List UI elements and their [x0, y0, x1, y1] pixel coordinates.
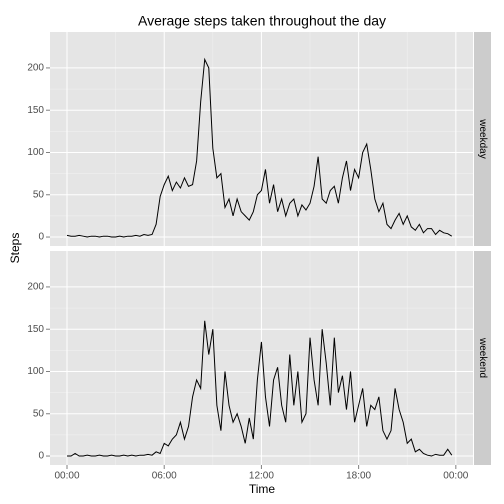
strip-background — [474, 32, 491, 246]
x-tick-label: 00:00 — [443, 471, 468, 482]
x-axis-label: Time — [249, 482, 276, 496]
x-tick-label: 00:00 — [54, 471, 79, 482]
y-tick-label: 100 — [27, 147, 44, 158]
strip-label: weekday — [477, 118, 488, 158]
y-tick-label: 50 — [33, 408, 45, 419]
x-tick-label: 18:00 — [346, 471, 371, 482]
y-tick-label: 100 — [27, 366, 44, 377]
y-tick-label: 200 — [27, 63, 44, 74]
data-line — [66, 57, 453, 238]
strip-label: weekend — [477, 337, 488, 378]
y-tick-label: 200 — [27, 282, 44, 293]
y-tick-label: 150 — [27, 324, 44, 335]
y-axis-label: Steps — [8, 233, 22, 264]
y-tick-label: 0 — [38, 451, 44, 462]
x-tick-label: 12:00 — [249, 471, 274, 482]
chart-title: Average steps taken throughout the day — [138, 13, 386, 29]
y-tick-label: 150 — [27, 105, 44, 116]
strip-background — [474, 251, 491, 465]
y-tick-label: 50 — [33, 189, 45, 200]
data-line — [67, 320, 453, 457]
y-tick-label: 0 — [38, 232, 44, 243]
x-tick-label: 06:00 — [152, 471, 177, 482]
